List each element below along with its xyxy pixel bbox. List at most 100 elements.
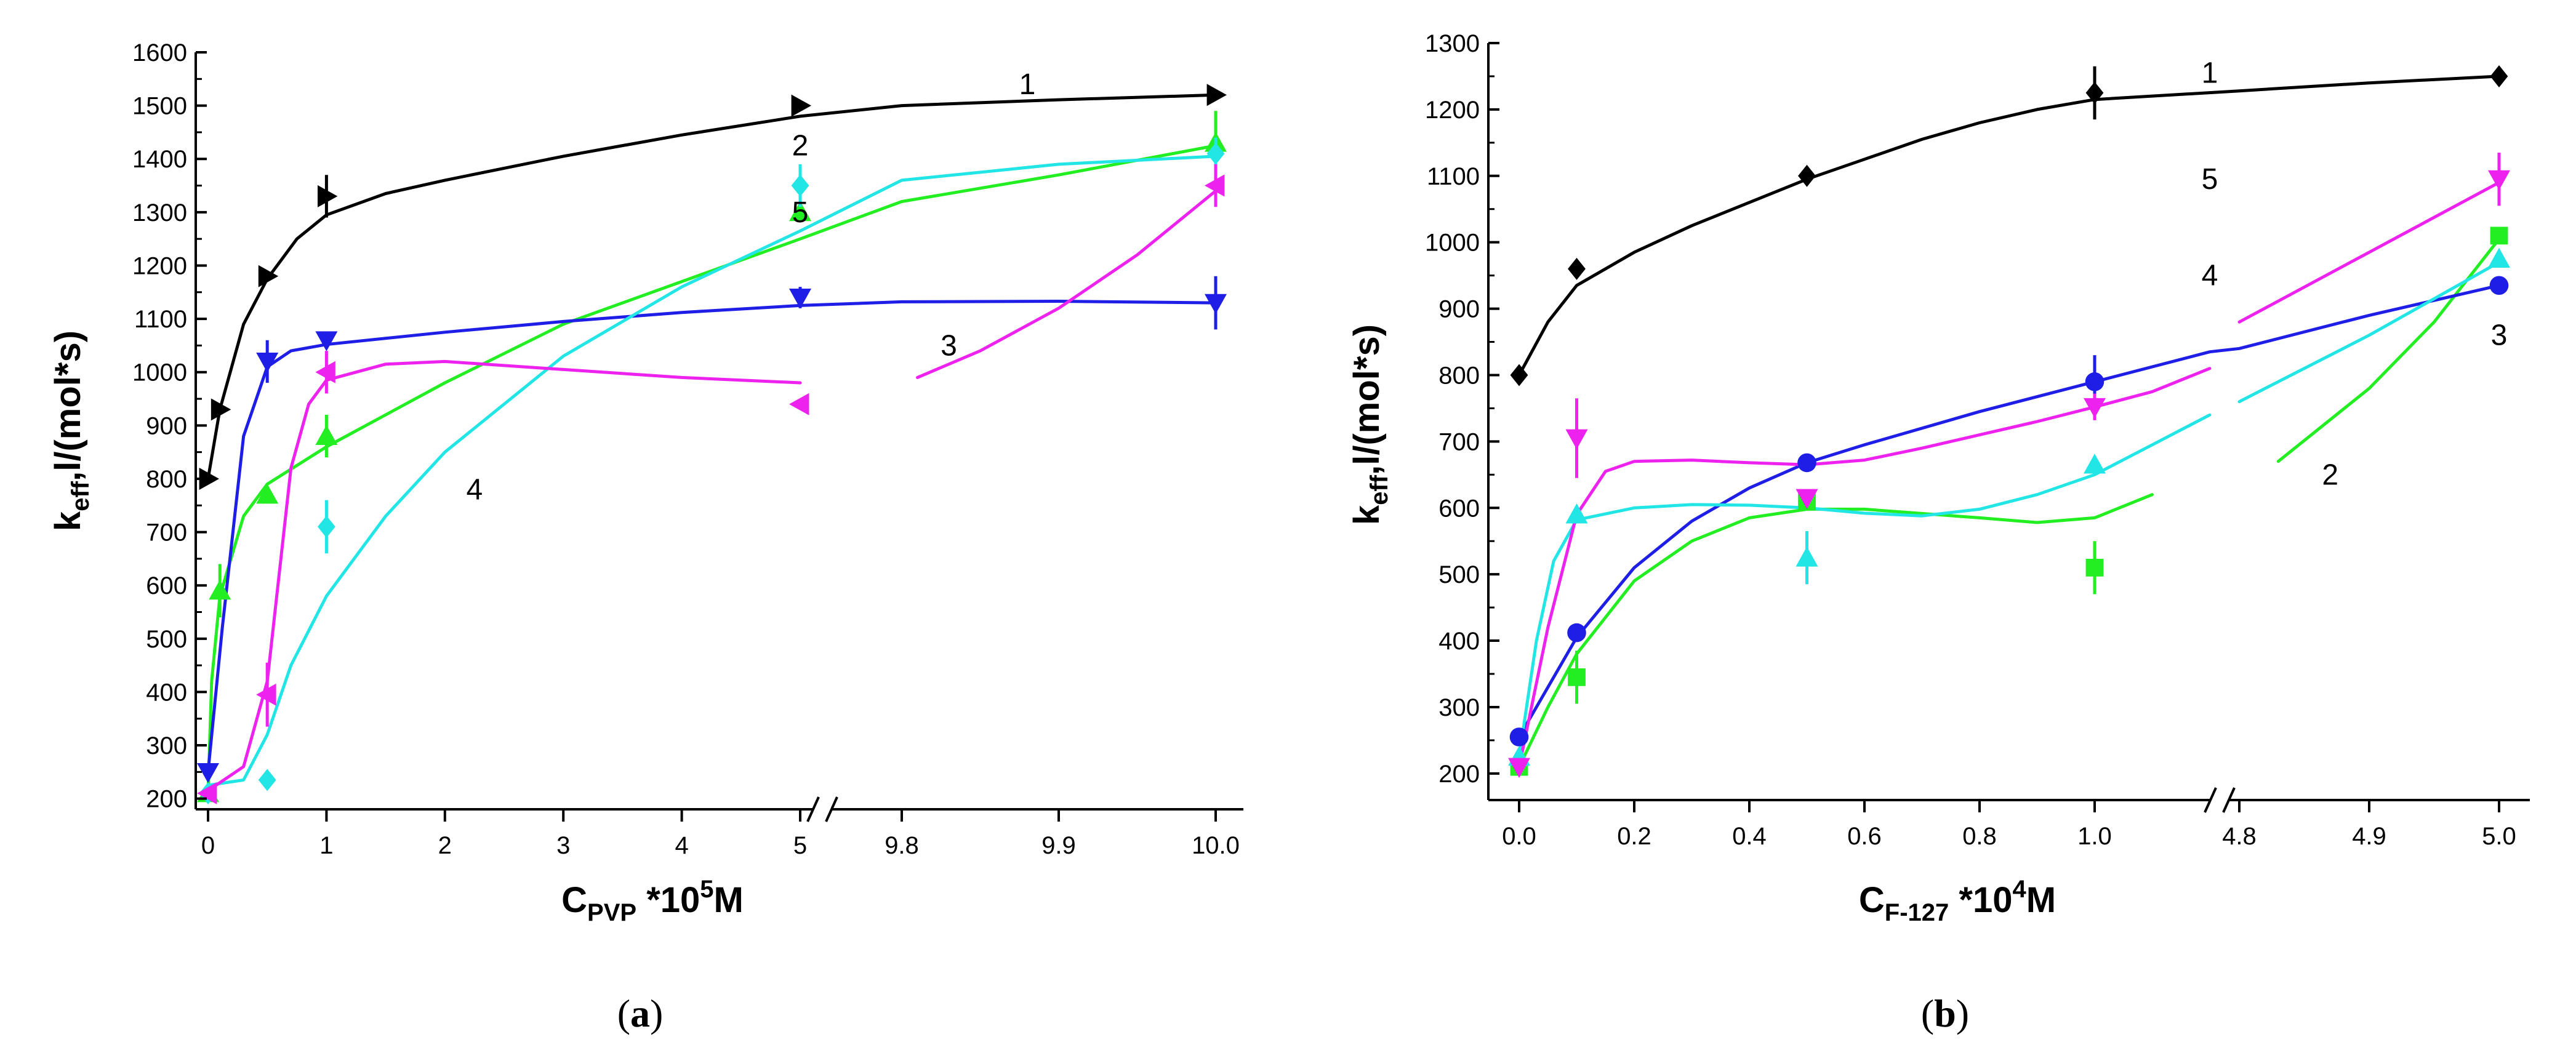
series-labels-a: 1 2 3 4 5 — [467, 68, 1036, 506]
series-curve-1 — [1517, 74, 2501, 377]
x-tick-label: 4 — [675, 832, 688, 859]
data-point-series-3 — [1509, 727, 1529, 747]
y-tick-label: 1200 — [1425, 97, 1480, 124]
axis-break-b — [2204, 787, 2236, 813]
data-point-series-5 — [1205, 174, 1225, 197]
series-curves-a — [206, 93, 1218, 795]
data-point-series-4 — [1565, 503, 1588, 524]
x-title-sub-a: PVP — [587, 899, 636, 926]
x-title-sup-b: 4 — [2013, 876, 2027, 903]
y-tick-label: 1600 — [132, 39, 187, 66]
series-markers-a — [197, 84, 1227, 805]
series-curve-4 — [206, 154, 1218, 787]
data-point-series-3 — [315, 331, 338, 351]
data-point-series-1 — [1568, 257, 1586, 280]
y-tick-label: 1000 — [132, 359, 187, 386]
series-curve-5-segment — [916, 189, 1218, 379]
series-curves-b — [1517, 74, 2501, 769]
series-label-3: 3 — [2491, 319, 2508, 352]
y-tick-label: 400 — [146, 679, 187, 706]
data-point-series-3 — [1567, 623, 1586, 643]
data-point-series-5 — [2084, 398, 2106, 418]
x-title-unit-a: M — [714, 880, 744, 920]
y-title-rest-b: ,l/(mol*s) — [1347, 324, 1387, 475]
x-title-main-b: C — [1859, 880, 1885, 920]
data-point-series-5 — [1796, 489, 1818, 510]
series-label-5: 5 — [2202, 163, 2218, 196]
data-point-series-1 — [318, 185, 338, 207]
series-label-3: 3 — [941, 329, 957, 362]
series-curve-4-segment — [2237, 260, 2501, 404]
data-point-series-4 — [1796, 547, 1818, 567]
data-point-series-4 — [2488, 247, 2510, 268]
data-point-series-2 — [256, 483, 279, 504]
y-tick-label: 200 — [146, 786, 187, 813]
x-ticks-b: 0.0 0.2 0.4 0.6 0.8 1.0 4.8 4.9 5.0 — [1502, 800, 2516, 850]
x-tick-label: 0.4 — [1732, 823, 1767, 850]
axes-a — [195, 52, 1243, 822]
y-tick-label: 1200 — [132, 252, 187, 279]
y-tick-label: 500 — [1438, 561, 1480, 588]
data-point-series-5 — [789, 393, 809, 415]
data-point-series-5 — [197, 782, 217, 805]
series-curve-5 — [1517, 367, 2212, 769]
panel-caption-letter-a: a — [630, 991, 650, 1035]
data-point-series-3 — [197, 763, 219, 783]
y-tick-label: 1100 — [134, 306, 187, 333]
data-point-series-1 — [1510, 364, 1528, 386]
data-point-series-1 — [1798, 164, 1816, 187]
data-point-series-1 — [791, 94, 811, 117]
y-tick-label: 1300 — [132, 199, 187, 226]
y-tick-label: 600 — [1438, 495, 1480, 522]
data-point-series-1 — [1206, 84, 1227, 106]
x-axis-title-a: CPVP *105M — [561, 876, 744, 926]
data-point-series-5 — [2488, 170, 2510, 191]
data-point-series-3 — [1797, 453, 1816, 473]
data-point-series-2 — [2490, 226, 2508, 245]
x-title-suffix-b: *10 — [1949, 880, 2012, 920]
series-curve-5 — [206, 359, 802, 793]
data-point-series-2 — [789, 201, 811, 222]
x-tick-label: 5 — [793, 832, 807, 859]
x-tick-label: 1 — [319, 832, 333, 859]
x-title-suffix-a: *10 — [636, 880, 700, 920]
panel-caption-letter-b: b — [1934, 991, 1956, 1035]
y-tick-label: 900 — [1438, 296, 1480, 323]
x-tick-label: 0.2 — [1617, 823, 1651, 850]
data-point-series-4 — [2084, 454, 2106, 474]
y-title-rest-a: ,l/(mol*s) — [48, 330, 88, 481]
panel-caption-b: (b) — [1921, 991, 1969, 1035]
x-ticks-a: 0 1 2 3 4 5 9.8 9.9 10.0 — [201, 809, 1240, 859]
data-point-series-3 — [1205, 294, 1227, 314]
y-tick-label: 700 — [1438, 428, 1480, 455]
y-axis-title-b: keff,l/(mol*s) — [1347, 324, 1393, 525]
data-point-series-5 — [1508, 758, 1530, 779]
data-point-series-1 — [199, 467, 219, 490]
y-ticks-b: 200 300 400 500 600 700 800 900 1000 1100 1200 1300 — [1425, 30, 1499, 788]
series-label-1: 1 — [2202, 57, 2218, 90]
data-point-series-2 — [1568, 668, 1586, 686]
x-tick-label: 4.8 — [2222, 823, 2257, 850]
data-point-series-3 — [256, 352, 279, 373]
y-title-main-b: k — [1347, 505, 1387, 525]
x-tick-label: 0 — [201, 832, 215, 859]
chart-panel-b: 200 300 400 500 600 700 800 900 1000 1100 1200 1300… — [1347, 30, 2530, 1035]
series-label-2: 2 — [2322, 458, 2338, 491]
series-curve-3 — [1517, 284, 2501, 739]
series-curve-2 — [206, 144, 1218, 795]
x-tick-label: 0.0 — [1502, 823, 1536, 850]
data-point-series-1 — [211, 398, 231, 421]
y-tick-label: 400 — [1438, 628, 1480, 655]
data-point-series-3 — [2489, 276, 2509, 295]
y-tick-label: 600 — [146, 572, 187, 599]
y-tick-label: 1400 — [132, 146, 187, 173]
y-tick-label: 300 — [1438, 694, 1480, 721]
x-title-sub-b: F-127 — [1885, 899, 1949, 926]
series-label-4: 4 — [467, 473, 483, 506]
y-axis-title-a: keff,l/(mol*s) — [48, 330, 94, 531]
data-point-series-5 — [1565, 429, 1588, 449]
series-curve-2-segment — [2276, 237, 2501, 463]
y-title-main-a: k — [48, 511, 88, 531]
y-tick-label: 1500 — [132, 93, 187, 120]
data-point-series-4 — [791, 174, 809, 197]
